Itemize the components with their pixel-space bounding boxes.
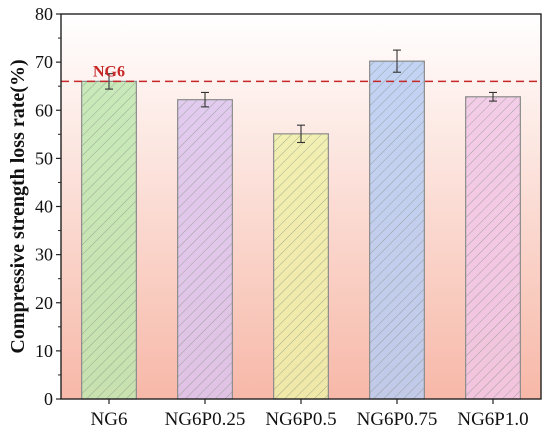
bar-hatch [369, 60, 425, 400]
bars-layer [81, 60, 521, 400]
error-bars-layer [105, 49, 497, 144]
x-tick-label: NG6P1.0 [457, 409, 528, 430]
x-tick-label: NG6P0.75 [357, 409, 438, 430]
y-tick-label: 10 [35, 341, 53, 361]
reference-line-label: NG6 [93, 63, 125, 80]
x-tick-label: NG6P0.5 [265, 409, 336, 430]
bar-hatch [177, 99, 233, 400]
y-tick-label: 40 [35, 197, 53, 217]
y-tick-label: 60 [35, 100, 53, 120]
reference-line-layer: NG6 [61, 63, 541, 83]
y-tick-label: 30 [35, 245, 53, 265]
y-tick-label: 50 [35, 148, 53, 168]
y-tick-label: 70 [35, 52, 53, 72]
x-tick-label: NG6 [91, 409, 128, 430]
x-tick-label: NG6P0.25 [165, 409, 246, 430]
y-tick-label: 80 [35, 4, 53, 24]
y-tick-label: 0 [44, 389, 53, 409]
bar-hatch [465, 96, 521, 400]
y-tick-label: 20 [35, 293, 53, 313]
bar-hatch [273, 133, 329, 400]
axes-layer: NG6 NG6P0.25 NG6P0.5 NG6P0.75 NG6P1.0 0 10 20 30… [35, 4, 529, 430]
bar-hatch [81, 80, 137, 400]
y-axis-title: Compressive strength loss rate(%) [7, 59, 29, 353]
